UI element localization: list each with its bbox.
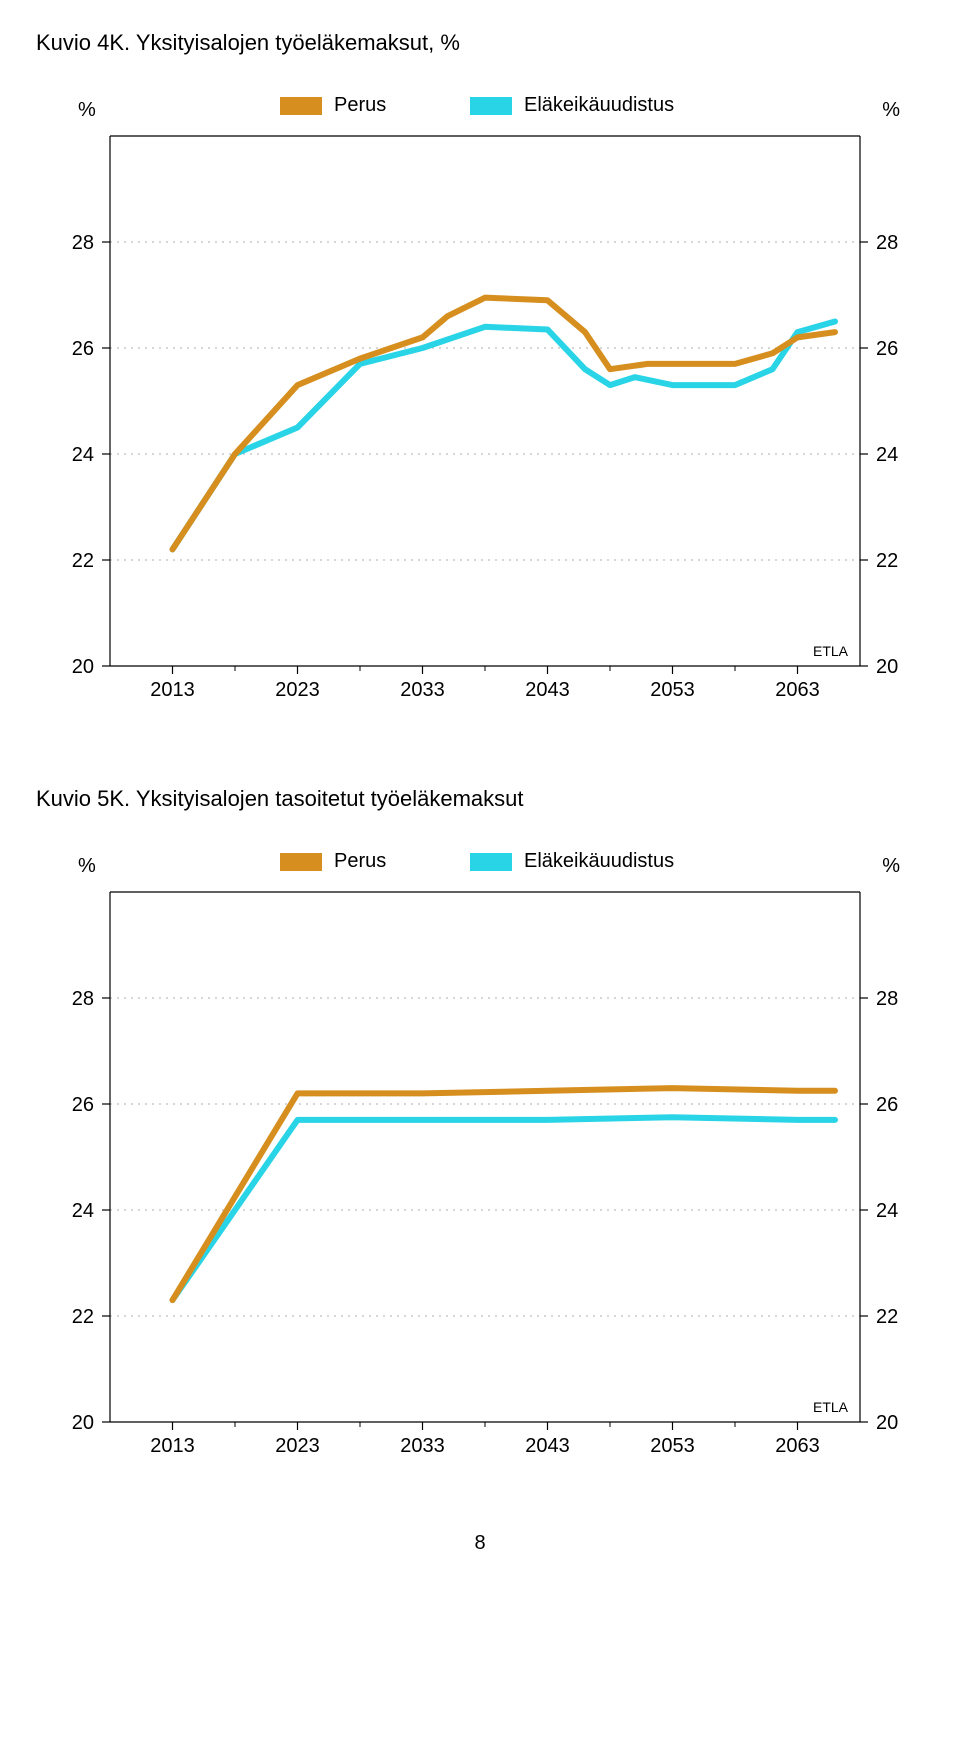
svg-text:20: 20 [72,656,94,678]
svg-text:2033: 2033 [400,679,445,701]
svg-text:2063: 2063 [775,1435,820,1457]
page-number: 8 [30,1532,930,1555]
chart1-title: Kuvio 4K. Yksityisalojen työeläkemaksut,… [36,30,930,56]
chart1-container: 2013 2023 2033 2043 2053 2063 28 28 26 26 24 24 22 22… [30,76,930,726]
svg-text:2013: 2013 [150,679,195,701]
svg-text:20: 20 [876,656,898,678]
svg-text:%: % [78,855,96,877]
svg-text:2053: 2053 [650,679,695,701]
svg-text:2023: 2023 [275,1435,320,1457]
svg-text:2013: 2013 [150,1435,195,1457]
svg-text:%: % [78,99,96,121]
svg-text:Perus: Perus [334,850,386,872]
chart1-svg: 2013 2023 2033 2043 2053 2063 28 28 26 26 24 24 22 22… [30,76,930,726]
svg-text:2033: 2033 [400,1435,445,1457]
svg-text:2043: 2043 [525,1435,570,1457]
svg-text:ETLA: ETLA [813,1399,849,1415]
svg-text:24: 24 [876,444,898,466]
svg-text:2023: 2023 [275,679,320,701]
chart2-svg: 2013 2023 2033 2043 2053 2063 28 28 26 26 24 24 22 22… [30,832,930,1482]
svg-text:Eläkeikäuudistus: Eläkeikäuudistus [524,94,674,116]
svg-text:26: 26 [72,1094,94,1116]
svg-text:Perus: Perus [334,94,386,116]
svg-text:28: 28 [72,988,94,1010]
svg-text:24: 24 [72,444,94,466]
svg-text:ETLA: ETLA [813,643,849,659]
svg-text:22: 22 [876,550,898,572]
chart2-title: Kuvio 5K. Yksityisalojen tasoitetut työe… [36,786,930,812]
svg-text:Eläkeikäuudistus: Eläkeikäuudistus [524,850,674,872]
svg-text:28: 28 [72,232,94,254]
svg-text:2043: 2043 [525,679,570,701]
svg-text:22: 22 [72,1306,94,1328]
svg-text:2053: 2053 [650,1435,695,1457]
svg-text:2063: 2063 [775,679,820,701]
svg-text:28: 28 [876,232,898,254]
chart2-container: 2013 2023 2033 2043 2053 2063 28 28 26 26 24 24 22 22… [30,832,930,1482]
svg-text:28: 28 [876,988,898,1010]
svg-text:%: % [882,99,900,121]
svg-text:26: 26 [876,1094,898,1116]
svg-text:26: 26 [72,338,94,360]
svg-text:24: 24 [876,1200,898,1222]
svg-text:20: 20 [876,1412,898,1434]
svg-text:26: 26 [876,338,898,360]
svg-text:%: % [882,855,900,877]
svg-text:24: 24 [72,1200,94,1222]
svg-text:20: 20 [72,1412,94,1434]
svg-text:22: 22 [72,550,94,572]
svg-text:22: 22 [876,1306,898,1328]
